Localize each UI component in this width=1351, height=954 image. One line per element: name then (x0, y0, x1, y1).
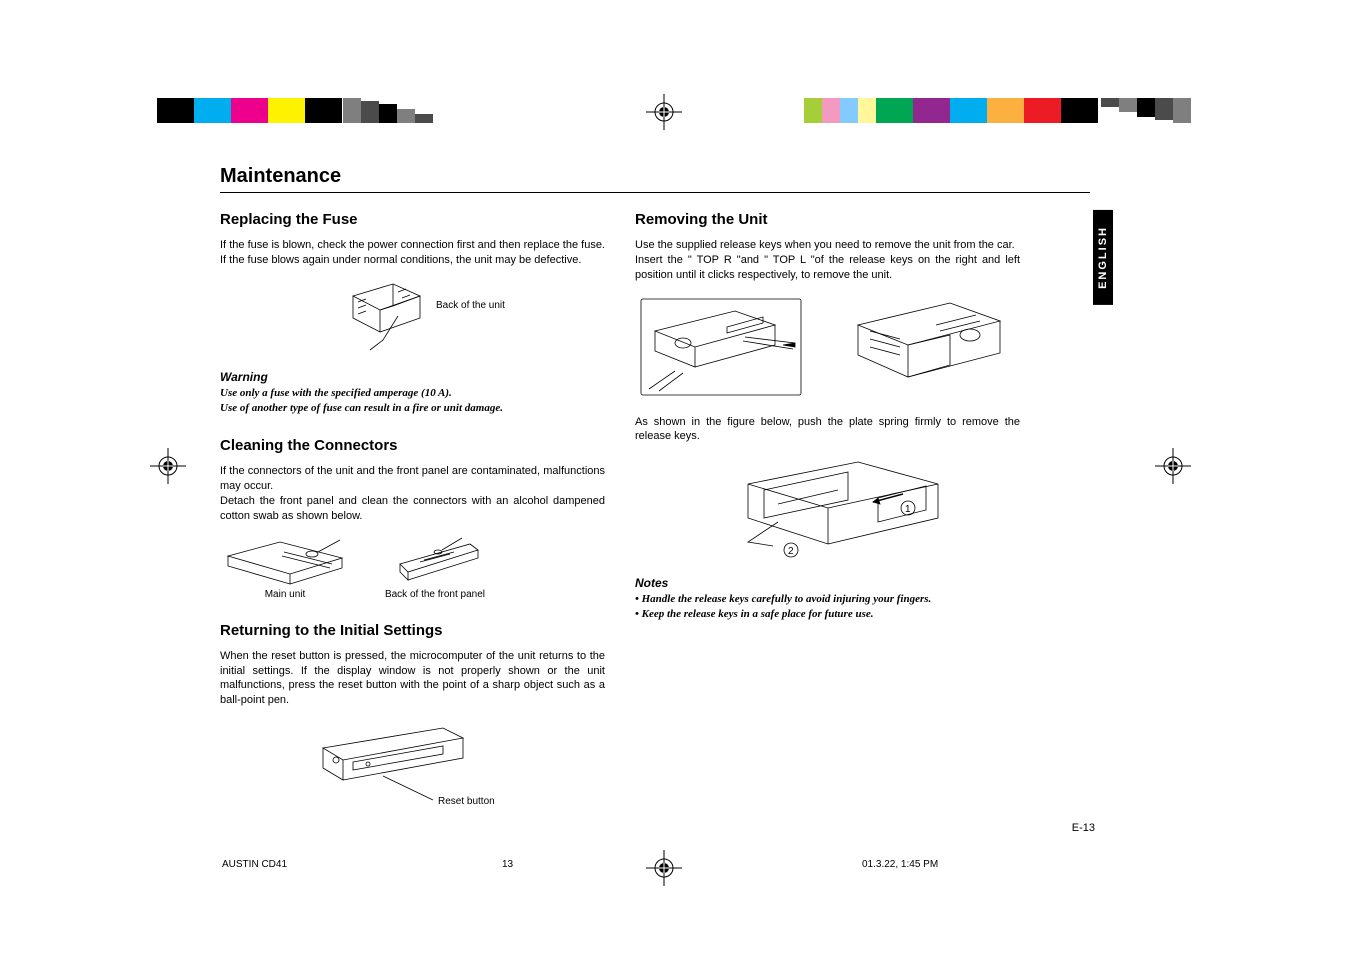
color-bar-right (804, 98, 1098, 123)
reset-body: When the reset button is pressed, the mi… (220, 649, 605, 708)
front-panel-caption: Back of the front panel (370, 589, 500, 600)
note-item: Handle the release keys carefully to avo… (635, 592, 1020, 607)
left-column: Replacing the Fuse If the fuse is blown,… (220, 211, 605, 820)
page-number: E-13 (1072, 822, 1095, 834)
fuse-caption: Back of the unit (436, 300, 505, 311)
reset-figure: Reset button (220, 718, 605, 808)
cleaning-figures: Main unit Back of the front panel (220, 534, 605, 600)
right-column: Removing the Unit Use the supplied relea… (635, 211, 1020, 820)
reset-heading: Returning to the Initial Settings (220, 622, 605, 639)
color-bar-left (157, 98, 342, 123)
removing-body2: Insert the " TOP R "and " TOP L "of the … (635, 253, 1020, 283)
cleaning-body2: Detach the front panel and clean the con… (220, 494, 605, 524)
fuse-figure: Back of the unit (220, 278, 605, 358)
warning-title: Warning (220, 370, 605, 384)
warning-line2: Use of another type of fuse can result i… (220, 401, 605, 416)
page-content: Maintenance Replacing the Fuse If the fu… (220, 165, 1090, 820)
registration-mark-left (150, 448, 186, 484)
svg-text:1: 1 (905, 504, 911, 515)
registration-mark-top (646, 94, 682, 130)
cleaning-body1: If the connectors of the unit and the fr… (220, 464, 605, 494)
removing-body1: Use the supplied release keys when you n… (635, 238, 1020, 253)
footer-page: 13 (502, 859, 582, 870)
warning-line1: Use only a fuse with the specified amper… (220, 386, 605, 401)
stair-marks-right (1101, 98, 1191, 123)
registration-mark-right (1155, 448, 1191, 484)
front-panel-figure (370, 534, 500, 589)
notes-title: Notes (635, 576, 1020, 590)
footer-filename: AUSTIN CD41 (222, 859, 502, 870)
stair-marks-left (343, 98, 433, 123)
plate-spring-figure: 1 2 (635, 454, 1020, 564)
removing-figure-row (635, 293, 1020, 403)
cleaning-heading: Cleaning the Connectors (220, 437, 605, 454)
print-footer: AUSTIN CD41 13 01.3.22, 1:45 PM (222, 859, 1072, 870)
language-tab: ENGLISH (1093, 210, 1113, 305)
main-unit-figure (220, 534, 350, 589)
notes-list: Handle the release keys carefully to avo… (635, 592, 1020, 622)
replacing-fuse-heading: Replacing the Fuse (220, 211, 605, 228)
section-title: Maintenance (220, 165, 1090, 193)
release-keys-figure (635, 293, 810, 403)
removing-heading: Removing the Unit (635, 211, 1020, 228)
main-unit-caption: Main unit (220, 589, 350, 600)
replacing-fuse-body: If the fuse is blown, check the power co… (220, 238, 605, 268)
svg-text:2: 2 (788, 546, 794, 557)
reset-caption: Reset button (438, 796, 495, 807)
removing-body3: As shown in the figure below, push the p… (635, 415, 1020, 445)
note-item: Keep the release keys in a safe place fo… (635, 607, 1020, 622)
unit-side-figure (840, 295, 1015, 400)
footer-date: 01.3.22, 1:45 PM (862, 859, 938, 870)
